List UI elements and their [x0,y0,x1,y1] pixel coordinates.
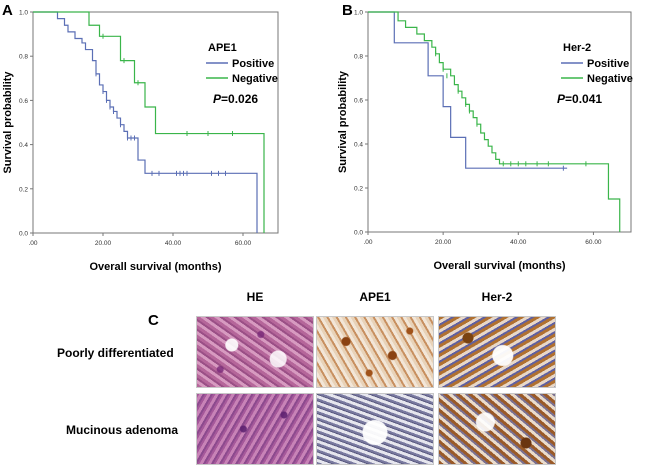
legend-title: APE1 [208,42,237,54]
p-value-label: P [213,92,222,106]
plot-frame [32,11,279,234]
x-tick-label: 20.00 [95,240,112,247]
col-label-he: HE [246,290,264,304]
x-tick-label: .00 [28,240,37,247]
x-axis-label: Overall survival (months) [89,261,221,273]
row-label-mucinous-adenoma: Mucinous adenoma [66,423,179,437]
micrograph-her2-mucinous [438,393,556,465]
y-tick-label: 0.2 [354,186,363,193]
series-line-negative [368,11,621,232]
y-tick-label: 0.0 [19,231,28,238]
panel-letter-c: C [148,312,159,329]
p-value: P=0.041 [557,92,602,106]
micrograph-he-poorly [196,316,314,388]
row-label-poorly-differentiated: Poorly differentiated [57,346,174,360]
legend-entry-negative: Negative [232,73,278,85]
series-line-negative [33,11,265,233]
y-axis-label: Survival probability [2,71,14,174]
x-tick-label: 40.00 [165,240,182,247]
y-tick-label: 0.6 [19,98,28,105]
micrograph-her2-poorly [438,316,556,388]
legend-entry-positive: Positive [232,58,274,70]
panel-letter-b: B [342,2,353,19]
legend-title: Her-2 [563,42,591,54]
x-tick-label: 60.00 [585,239,602,246]
legend-entry-positive: Positive [587,58,629,70]
micrograph-ape1-poorly [316,316,434,388]
x-axis-label: Overall survival (months) [433,260,565,272]
y-tick-label: 0.8 [354,54,363,61]
p-value: P=0.026 [213,92,258,106]
y-tick-label: 1.0 [354,10,363,17]
legend-entry-negative: Negative [587,73,633,85]
km-chart-ape1: 0.0 0.2 0.4 0.6 0.8 1.0 .00 20.00 40.00 60.00 Over… [2,10,279,273]
col-label-ape1: APE1 [359,290,391,304]
y-tick-label: 1.0 [19,10,28,17]
micrograph-ape1-mucinous [316,393,434,465]
p-value-number: =0.041 [565,92,602,106]
y-tick-label: 0.6 [354,98,363,105]
series-line-positive [368,11,568,169]
y-tick-label: 0.0 [354,230,363,237]
col-label-her2: Her-2 [481,290,513,304]
p-value-label: P [557,92,566,106]
x-tick-label: 40.00 [510,239,527,246]
x-tick-label: .00 [363,239,372,246]
y-tick-label: 0.4 [354,142,363,149]
micrograph-he-mucinous [196,393,314,465]
x-tick-label: 20.00 [435,239,452,246]
y-tick-label: 0.2 [19,186,28,193]
y-tick-label: 0.8 [19,54,28,61]
p-value-number: =0.026 [221,92,258,106]
km-chart-her2: 0.0 0.2 0.4 0.6 0.8 1.0 .00 20.00 40.00 60.00 Over… [337,10,633,273]
x-tick-label: 60.00 [235,240,252,247]
y-tick-label: 0.4 [19,142,28,149]
y-axis-label: Survival probability [337,70,349,173]
panel-letter-a: A [2,2,13,19]
plot-frame [367,11,632,233]
